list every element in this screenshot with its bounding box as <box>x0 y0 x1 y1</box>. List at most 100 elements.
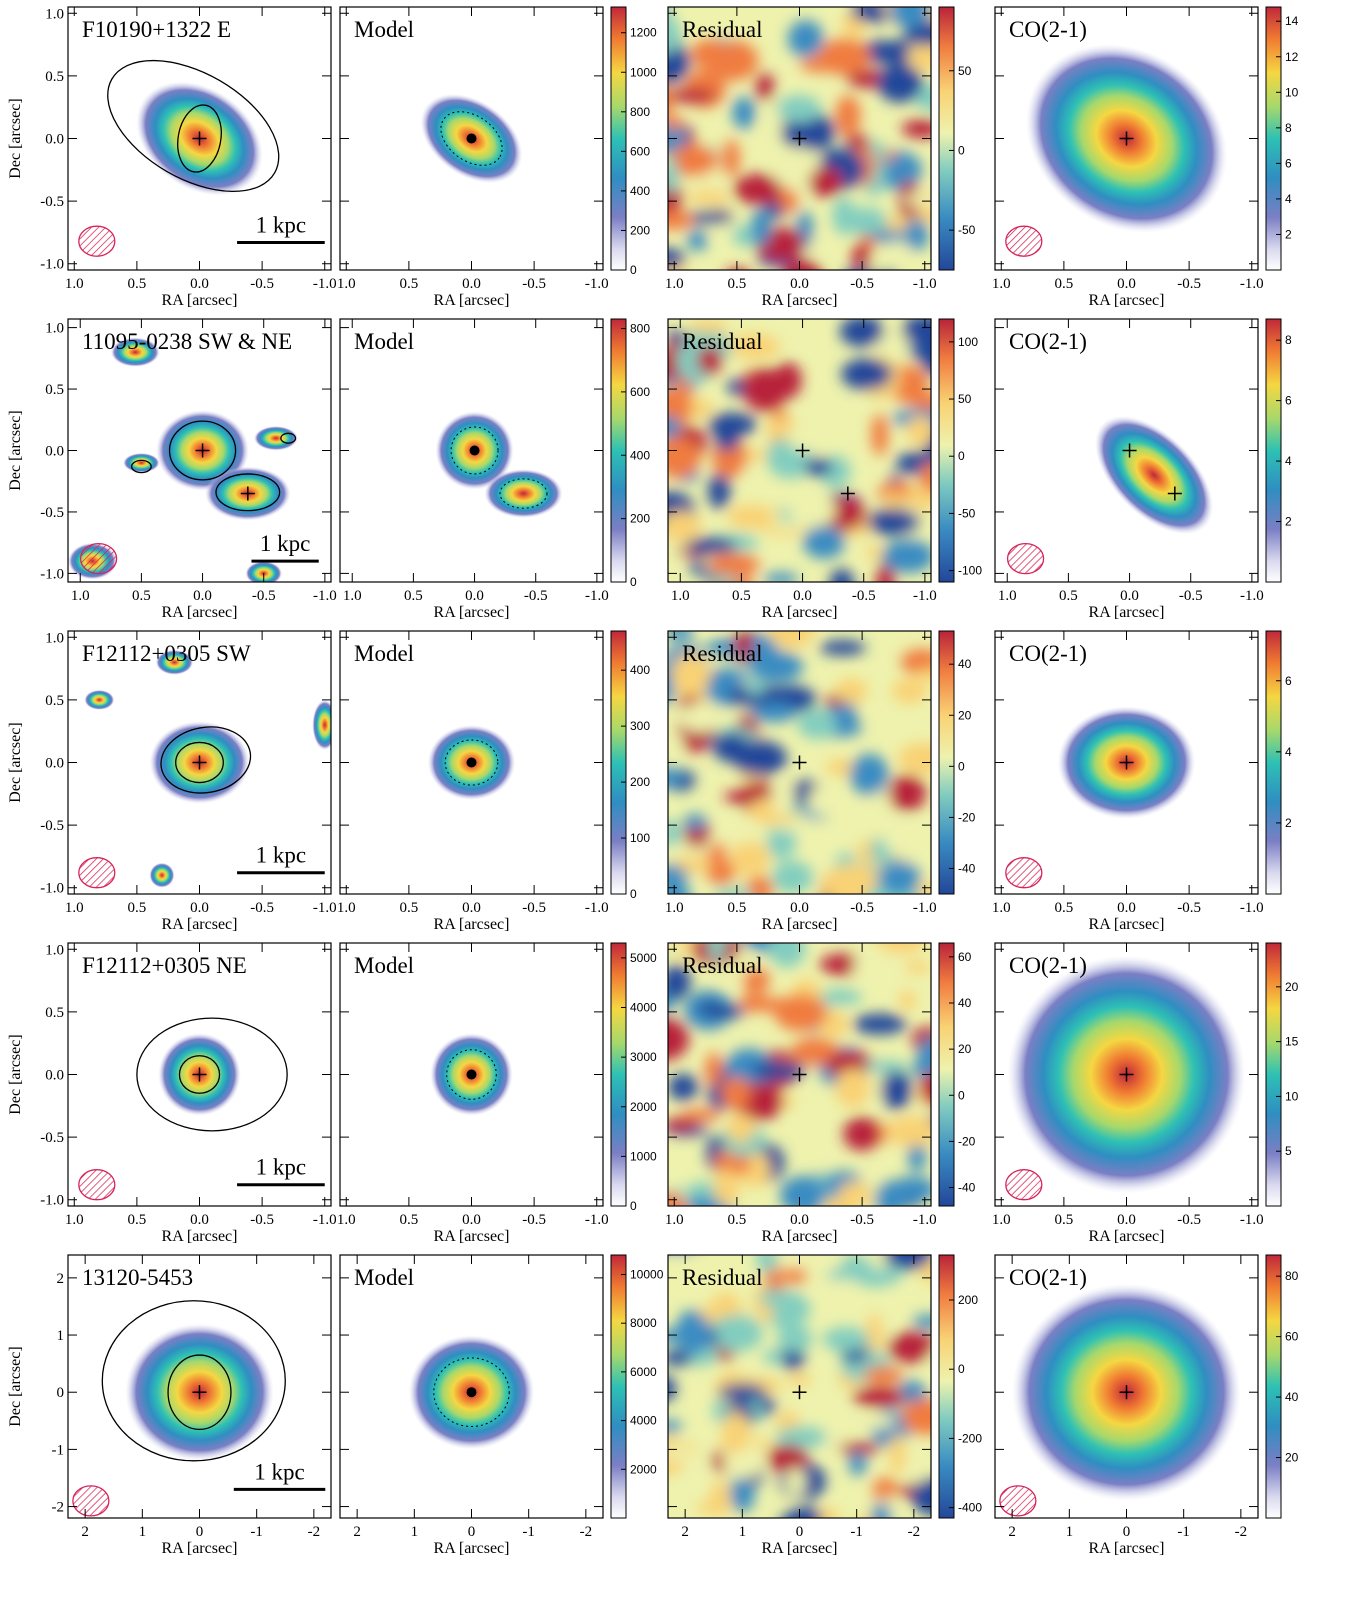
x-tick-label: 0.5 <box>728 900 747 916</box>
x-tick-label: -1.0 <box>585 1212 609 1228</box>
residual-blob <box>906 415 931 446</box>
x-tick-label: -1 <box>522 1524 535 1540</box>
panel-title: Model <box>354 329 414 354</box>
panel-title: CO(2-1) <box>1009 641 1087 666</box>
colorbar <box>1265 1254 1282 1519</box>
residual-blob <box>876 943 925 954</box>
panel-title: Residual <box>682 953 763 978</box>
x-tick-label: 0.5 <box>728 276 747 292</box>
residual-blob <box>845 134 870 151</box>
x-tick-label: 0.5 <box>128 1212 147 1228</box>
residual-blob <box>778 185 798 214</box>
residual-blob <box>819 1507 839 1518</box>
y-tick-label: -0.5 <box>40 194 64 210</box>
emission <box>253 425 298 451</box>
x-tick-label: 1 <box>139 1524 147 1540</box>
x-tick-label: 2 <box>353 1524 361 1540</box>
residual-blob <box>866 1312 884 1355</box>
colorbar <box>938 630 955 895</box>
residual-blob <box>687 189 731 205</box>
colorbar <box>938 942 955 1207</box>
residual-blob <box>920 1071 931 1105</box>
y-tick-label: 0.5 <box>45 1005 64 1021</box>
map <box>668 1255 931 1518</box>
x-tick-label: 0.0 <box>465 588 484 604</box>
x-tick-label: 0.0 <box>462 276 481 292</box>
y-tick-label: 1.0 <box>45 630 64 646</box>
residual-blob <box>755 73 775 102</box>
residual-blob <box>851 244 872 270</box>
center-dot <box>466 133 477 144</box>
colorbar-tick-label: -50 <box>958 223 976 237</box>
residual-blob <box>818 988 863 1005</box>
residual-blob <box>751 702 797 723</box>
residual-blob <box>848 1451 867 1476</box>
residual-blob <box>865 545 883 560</box>
residual-blob <box>669 144 718 177</box>
residual-blob <box>668 1482 683 1518</box>
x-tick-label: 1.0 <box>65 276 84 292</box>
residual-blob <box>871 1502 893 1518</box>
x-tick-label: -0.5 <box>852 588 876 604</box>
x-tick-label: -1.0 <box>313 276 337 292</box>
x-tick-label: -1.0 <box>313 588 337 604</box>
residual-blob <box>791 1037 839 1066</box>
scale-label: 1 kpc <box>256 1155 306 1180</box>
x-tick-label: -1 <box>250 1524 263 1540</box>
residual-blob <box>783 258 821 270</box>
residual-blob <box>756 1255 778 1273</box>
map <box>68 1255 331 1518</box>
x-tick-label: -0.5 <box>250 276 274 292</box>
x-axis-label: RA [arcsec] <box>162 604 238 621</box>
colorbar-tick-label: 300 <box>630 719 650 733</box>
residual-blob <box>863 1366 904 1385</box>
residual-blob <box>853 945 907 990</box>
colorbar-tick-label: 0 <box>630 575 637 589</box>
contour <box>175 741 224 784</box>
residual-blob <box>852 1386 906 1408</box>
contour <box>168 420 237 481</box>
x-tick-label: -1.0 <box>1240 276 1264 292</box>
y-axis-label: Dec [arcsec] <box>7 1346 24 1426</box>
residual-blob <box>683 813 707 831</box>
beam <box>78 225 116 257</box>
emission <box>123 453 160 473</box>
x-tick-label: -0.5 <box>1177 1212 1201 1228</box>
residual-blob <box>901 319 931 346</box>
residual-blob <box>668 1419 682 1434</box>
contour <box>136 1017 288 1132</box>
colorbar <box>938 318 955 583</box>
map <box>995 631 1258 894</box>
residual-blob <box>668 436 701 479</box>
contour <box>280 432 297 444</box>
residual-blob <box>686 210 734 225</box>
residual-blob <box>843 1413 896 1430</box>
residual-blob <box>829 568 855 582</box>
beam <box>72 1485 110 1517</box>
y-tick-label: -1.0 <box>40 881 64 897</box>
contour <box>215 473 281 512</box>
map <box>995 7 1258 270</box>
colorbar-tick-label: -400 <box>958 1501 982 1515</box>
y-tick-label: -1.0 <box>40 1193 64 1209</box>
x-tick-label: 1.0 <box>71 588 90 604</box>
x-tick-label: 0.0 <box>790 1212 809 1228</box>
x-tick-label: -1.0 <box>913 588 937 604</box>
colorbar-tick-label: 2 <box>1285 515 1292 529</box>
x-tick-label: 1.0 <box>337 1212 356 1228</box>
residual-blob <box>927 1350 931 1376</box>
colorbar <box>1265 942 1282 1207</box>
residual-blob <box>695 1501 731 1515</box>
emission <box>1094 415 1214 535</box>
x-tick-label: -1.0 <box>313 1212 337 1228</box>
beam <box>1005 225 1043 257</box>
residual-blob <box>728 683 784 709</box>
residual-blob <box>904 218 929 251</box>
colorbar-tick-label: 0 <box>958 759 965 773</box>
x-tick-label: 0.0 <box>790 276 809 292</box>
colorbar-tick-label: 20 <box>958 1042 972 1056</box>
residual-blob <box>776 95 822 123</box>
x-tick-label: 1.0 <box>337 900 356 916</box>
emission <box>312 699 331 750</box>
